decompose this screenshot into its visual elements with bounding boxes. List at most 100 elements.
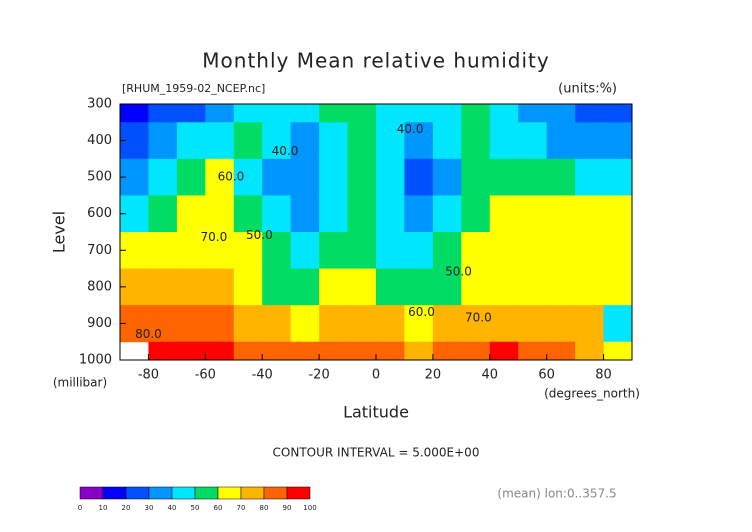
cell (432, 268, 462, 306)
y-tick-label: 800 (87, 279, 112, 294)
cell (319, 195, 349, 233)
cell (376, 268, 405, 306)
cell (489, 305, 519, 343)
cell (205, 195, 235, 233)
cell (148, 195, 178, 233)
cell (319, 158, 349, 196)
cell (603, 104, 633, 123)
colorbar-label: 90 (283, 504, 292, 512)
cell (575, 305, 605, 343)
cell (575, 122, 605, 160)
cell (432, 232, 462, 270)
colorbar-swatch (79, 486, 104, 500)
colorbar-label: 60 (214, 504, 223, 512)
cell (575, 341, 605, 361)
colorbar-swatch (125, 486, 150, 500)
cell (233, 268, 263, 306)
cell (432, 122, 462, 160)
colorbar-swatch (148, 486, 173, 500)
cell (233, 305, 263, 343)
cell (290, 122, 320, 160)
cell (546, 232, 576, 270)
cell (319, 268, 349, 306)
units: (units:%) (558, 82, 617, 97)
cell (205, 232, 235, 270)
cell (404, 195, 434, 233)
cell (148, 232, 178, 270)
colorbar-label: 0 (78, 504, 82, 512)
cell (603, 232, 633, 270)
y-tick-label: 400 (87, 133, 112, 148)
y-tick-label: 300 (87, 97, 112, 112)
cell (120, 104, 149, 123)
cell (290, 268, 320, 306)
cell (603, 305, 633, 343)
cell (546, 341, 576, 361)
cell (233, 232, 263, 270)
y-tick-label: 500 (87, 170, 112, 185)
cell (546, 158, 576, 196)
cell (319, 122, 349, 160)
cell (518, 104, 548, 123)
cell (489, 232, 519, 270)
y-units: (millibar) (53, 376, 107, 390)
cell (489, 122, 519, 160)
cell (518, 195, 548, 233)
x-tick-label: 20 (425, 368, 442, 383)
cell (461, 232, 491, 270)
cell (432, 104, 462, 123)
cell (603, 158, 633, 196)
cell (461, 104, 491, 123)
cell (518, 305, 548, 343)
cell (518, 122, 548, 160)
cell (347, 268, 377, 306)
cell (376, 232, 405, 270)
chart-title: Monthly Mean relative humidity (202, 49, 549, 73)
x-units: (degrees_north) (544, 387, 640, 401)
cell (319, 305, 349, 343)
cell (432, 195, 462, 233)
cell (319, 341, 349, 361)
cell (404, 104, 434, 123)
y-tick-label: 700 (87, 243, 112, 258)
cell (376, 305, 405, 343)
cell (176, 195, 206, 233)
cell (176, 305, 206, 343)
cell (518, 268, 548, 306)
cell (347, 305, 377, 343)
footer: (mean) lon:0..357.5 (497, 487, 616, 501)
x-tick-label: 80 (595, 368, 612, 383)
cell (205, 341, 235, 361)
x-tick-label: -40 (252, 368, 273, 383)
cell (575, 195, 605, 233)
contour-label: 70.0 (465, 310, 492, 324)
contour-note: CONTOUR INTERVAL = 5.000E+00 (273, 446, 480, 460)
contour-label: 60.0 (408, 305, 435, 319)
cell (148, 122, 178, 160)
cell (347, 341, 377, 361)
cell (233, 104, 263, 123)
cell (233, 158, 263, 196)
cell (176, 158, 206, 196)
cell (461, 268, 491, 306)
cell (262, 104, 292, 123)
cell (319, 104, 349, 123)
cell (461, 341, 491, 361)
cell (376, 341, 405, 361)
cell (205, 268, 235, 306)
cell (461, 305, 491, 343)
cell (546, 305, 576, 343)
cell (262, 122, 292, 160)
subtitle: [RHUM_1959-02_NCEP.nc] (122, 82, 265, 95)
colorbar-label: 100 (303, 504, 316, 512)
contour-label: 50.0 (246, 228, 273, 242)
colorbar-swatch (102, 486, 127, 500)
cell (432, 158, 462, 196)
y-tick-label: 600 (87, 206, 112, 221)
cell (518, 341, 548, 361)
cell (319, 232, 349, 270)
y-axis-label: Level (50, 211, 69, 253)
cell (262, 158, 292, 196)
colorbar-swatch (286, 486, 311, 500)
